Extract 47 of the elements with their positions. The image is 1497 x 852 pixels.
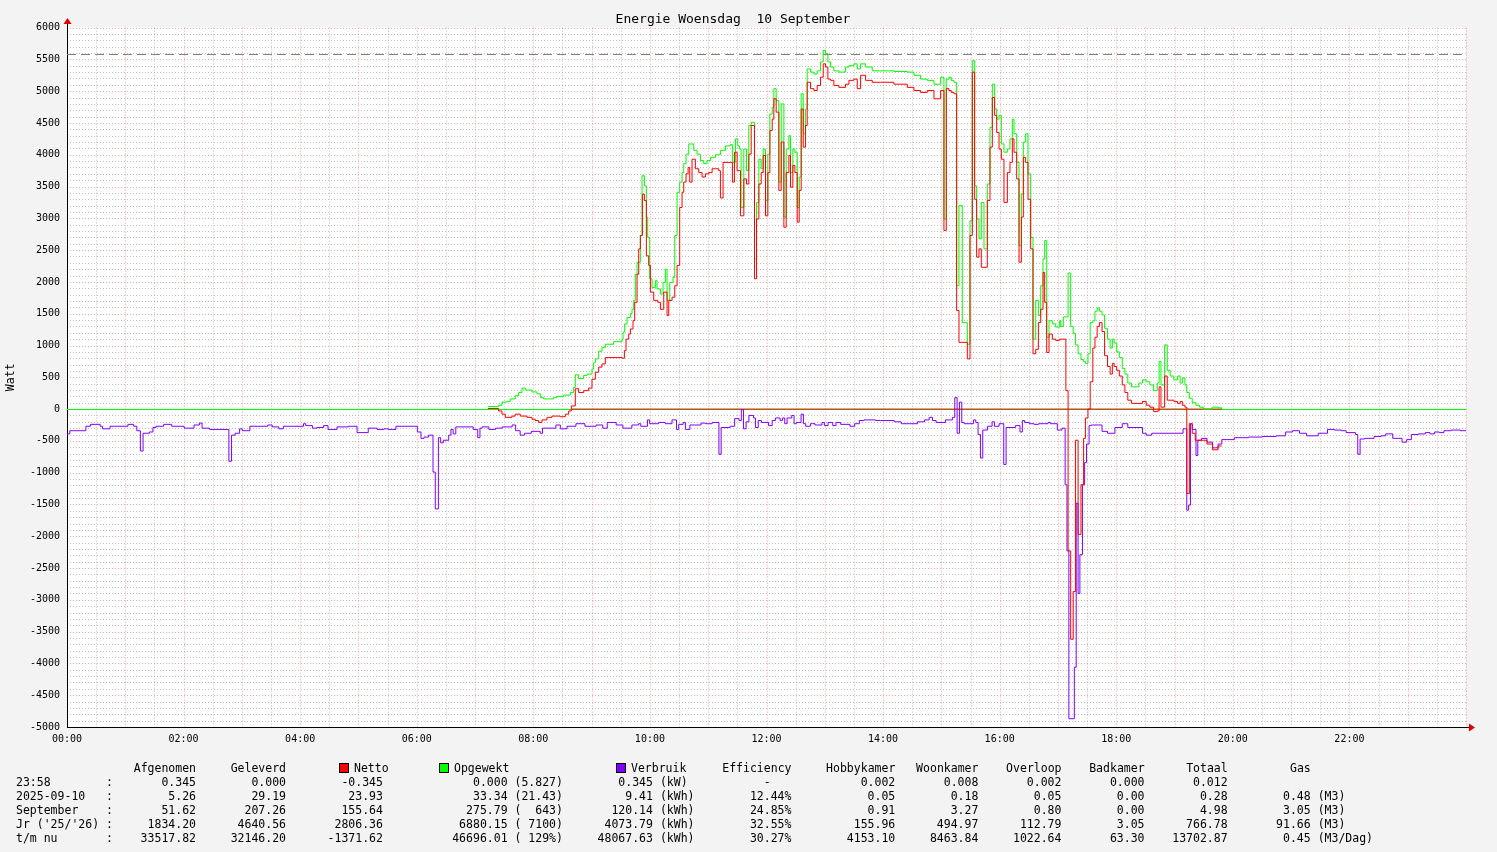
x-tick-label: 02:00 [168, 732, 199, 744]
chart-title: Energie Woensdag 10 September [615, 11, 851, 27]
y-tick-label: -1500 [29, 498, 60, 510]
text: Efficiency Hobbykamer Woonkamer Overloop Badkamer Totaal Gas [722, 761, 1311, 775]
legend-label: Netto [354, 761, 389, 775]
x-tick-label: 22:00 [1334, 732, 1365, 744]
y-tick-label: 5000 [35, 84, 60, 96]
y-tick-label: 3500 [35, 180, 60, 192]
y-tick-label: 500 [41, 370, 60, 382]
legend-label: Verbruik [631, 761, 687, 775]
x-tick-label: 04:00 [285, 732, 316, 744]
text: September : 51.62 207.26 155.64 275.79 ( 643) 120.14 (kWh) 24.85% 0.91 3.27 0.80 0.00 4.98 3.05 (M3) [16, 803, 1346, 817]
y-tick-label: 4500 [35, 116, 60, 128]
text: t/m nu : 33517.82 32146.20 -1371.62 46696.01 ( 129%) 48067.63 (kWh) 30.27% 4153.10 8463.84 1022.64 63.30 13702.87 0.45 (M3/Dag) [16, 831, 1374, 845]
y-tick-label: 2000 [35, 275, 60, 287]
y-axis-title: Watt [2, 363, 17, 392]
y-tick-label: -3000 [29, 593, 60, 605]
x-tick-label: 16:00 [984, 732, 1015, 744]
x-tick-label: 08:00 [518, 732, 549, 744]
y-tick-label: 2500 [35, 243, 60, 255]
text: Afgenomen Geleverd [133, 761, 287, 775]
x-tick-label: 00:00 [51, 732, 83, 744]
y-tick-label: -1000 [29, 466, 60, 478]
y-tick-label: -500 [35, 434, 60, 446]
text: Jr ('25/'26) : 1834.20 4640.56 2806.36 6880.15 ( 7100) 4073.79 (kWh) 32.55% 155.96 494.97 112.79 3.05 766.78 91.66 (M3) [16, 817, 1346, 831]
y-tick-label: 1500 [35, 307, 60, 319]
text: 23:58 : 0.345 0.000 -0.345 0.000 (5.827) 0.345 (kW) - 0.002 0.008 0.002 0.000 0.012 [16, 775, 1228, 789]
y-tick-label: 6000 [35, 21, 60, 33]
y-tick-label: -5000 [29, 720, 60, 732]
x-tick-label: 10:00 [634, 732, 665, 744]
y-tick-label: 1000 [35, 339, 60, 351]
x-tick-label: 14:00 [868, 732, 899, 744]
y-tick-label: -4000 [29, 657, 60, 669]
y-tick-label: 5500 [35, 52, 60, 64]
x-tick-label: 20:00 [1217, 732, 1248, 744]
y-tick-label: 0 [53, 402, 60, 414]
y-tick-label: 4000 [35, 148, 60, 160]
legend-label: Opgewekt [454, 761, 510, 775]
y-tick-label: -3500 [29, 625, 60, 637]
x-tick-label: 12:00 [751, 732, 782, 744]
x-tick-label: 18:00 [1101, 732, 1132, 744]
y-tick-label: -4500 [29, 688, 60, 700]
y-tick-label: -2000 [29, 529, 60, 541]
y-tick-label: -2500 [29, 561, 60, 573]
y-tick-label: 3000 [35, 211, 60, 223]
x-tick-label: 06:00 [401, 732, 432, 744]
text: 2025-09-10 : 5.26 29.19 23.93 33.34 (21.43) 9.41 (kWh) 12.44% 0.05 0.18 0.05 0.00 0.28 0.48 (M3) [16, 789, 1346, 803]
